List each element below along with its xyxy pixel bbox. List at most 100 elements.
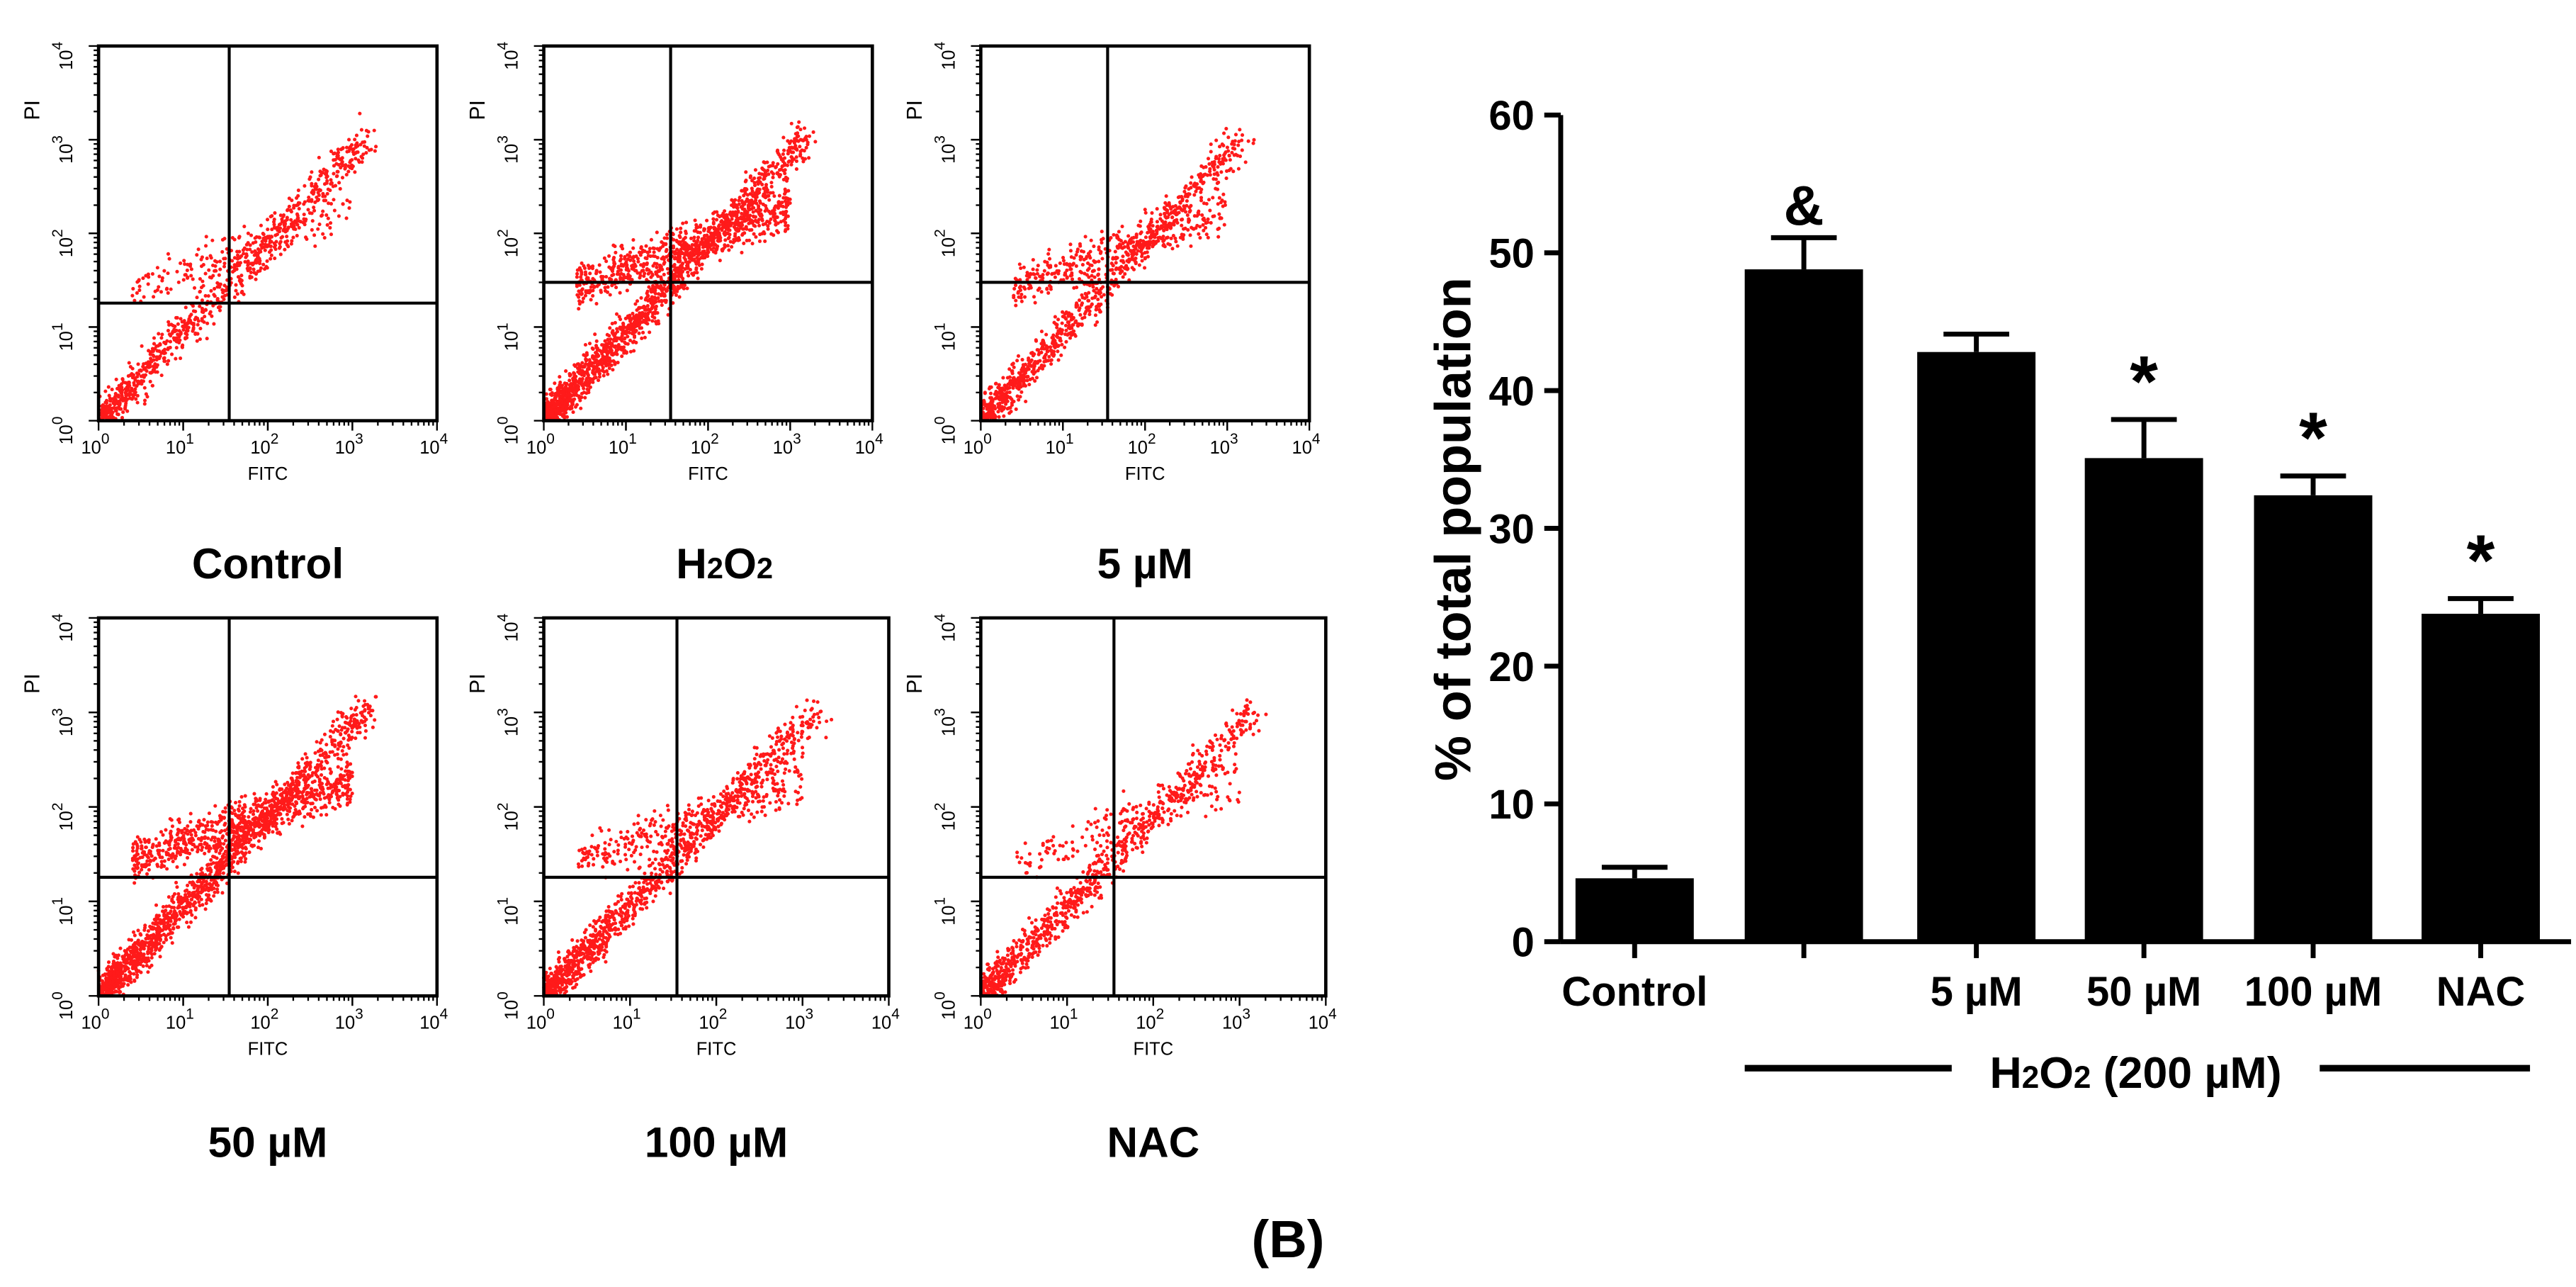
y-tick-label: 103	[932, 135, 959, 164]
scatter-dot	[200, 317, 204, 320]
y-tick-exponent: 2	[495, 229, 512, 237]
scatter-dot	[1090, 264, 1094, 267]
scatter-dot	[665, 255, 668, 259]
scatter-dot	[696, 236, 700, 240]
scatter-dot	[567, 372, 571, 376]
scatter-dot	[740, 251, 743, 254]
scatter-dot	[653, 250, 656, 254]
scatter-dot	[752, 210, 755, 214]
scatter-dot	[629, 318, 633, 322]
scatter-dot	[603, 257, 606, 260]
scatter-dot	[295, 196, 298, 200]
scatter-dot	[339, 166, 342, 169]
scatter-dot	[1097, 308, 1101, 312]
scatter-dot	[662, 293, 666, 296]
scatter-dot	[604, 259, 608, 263]
y-tick-label: 102	[495, 229, 522, 257]
scatter-dot	[618, 317, 622, 321]
scatter-dot	[790, 156, 793, 159]
scatter-dot	[682, 256, 686, 259]
scatter-dot	[771, 209, 774, 213]
scatter-dot	[1202, 217, 1206, 220]
scatter-dot	[732, 240, 735, 244]
scatter-dot	[212, 894, 215, 898]
scatter-dot	[175, 270, 179, 274]
x-tick-label: 104	[419, 431, 448, 458]
scatter-dot	[553, 381, 556, 385]
scatter-dot	[625, 268, 628, 271]
scatter-dot	[1199, 164, 1203, 168]
scatter-dot	[812, 130, 815, 134]
scatter-dot	[191, 304, 195, 308]
scatter-dot	[738, 196, 742, 199]
scatter-dot	[111, 388, 114, 391]
scatter-dot	[764, 209, 767, 213]
scatter-dot	[638, 311, 641, 315]
scatter-dot	[354, 695, 357, 698]
scatter-dot	[745, 187, 748, 191]
scatter-dot	[1212, 214, 1216, 218]
scatter-dot	[571, 399, 575, 403]
scatter-dot	[1205, 232, 1209, 236]
scatter-dot	[762, 203, 765, 206]
scatter-dot	[1149, 220, 1153, 223]
scatter-dot	[1170, 215, 1174, 219]
scatter-dot	[162, 359, 166, 363]
scatter-dot	[1080, 293, 1083, 297]
scatter-dot	[1207, 162, 1211, 166]
scatter-dot	[709, 225, 713, 229]
scatter-dot	[162, 341, 166, 344]
scatter-dot	[212, 322, 215, 326]
scatter-dot	[237, 236, 241, 240]
scatter-dot	[345, 150, 349, 153]
scatter-dot	[1156, 225, 1159, 228]
scatter-dot	[631, 247, 635, 250]
scatter-dot	[1087, 291, 1090, 295]
y-tick-exponent: 2	[932, 229, 948, 237]
scatter-dot	[313, 245, 317, 248]
scatter-dot	[620, 354, 623, 358]
scatter-dot	[718, 215, 721, 218]
scatter-dot	[193, 310, 197, 313]
scatter-dot	[644, 257, 648, 260]
scatter-dot	[1058, 327, 1062, 331]
scatter-dot	[677, 275, 680, 279]
scatter-dot	[608, 326, 611, 330]
scatter-dot	[373, 150, 377, 153]
scatter-dot	[205, 235, 208, 238]
scatter-dot	[574, 390, 577, 394]
scatter-dot	[1234, 133, 1238, 136]
scatter-dot	[789, 140, 793, 143]
scatter-dot	[210, 256, 213, 259]
scatter-dot	[1043, 260, 1046, 264]
scatter-dot	[604, 349, 607, 353]
scatter-dot	[236, 292, 239, 296]
scatter-dot	[796, 125, 799, 129]
scatter-dot	[646, 304, 650, 308]
scatter-dot	[587, 266, 591, 270]
scatter-dot	[574, 375, 577, 378]
scatter-dot	[327, 217, 330, 220]
scatter-dot	[733, 234, 737, 237]
scatter-dot	[131, 393, 135, 396]
scatter-dot	[1085, 308, 1089, 311]
scatter-dot	[181, 344, 184, 347]
scatter-dot	[565, 382, 568, 386]
scatter-dot	[747, 239, 751, 242]
scatter-dot	[323, 236, 327, 240]
scatter-dot	[679, 227, 682, 230]
scatter-dot	[1216, 173, 1219, 176]
scatter-dot	[176, 338, 179, 342]
scatter-dot	[1231, 169, 1235, 173]
scatter-dot	[213, 287, 216, 291]
scatter-dot	[1156, 220, 1159, 223]
scatter-dot	[332, 198, 335, 201]
scatter-dot	[655, 305, 658, 308]
scatter-dot	[329, 181, 333, 185]
scatter-dot	[1173, 220, 1176, 223]
scatter-dot	[204, 272, 208, 276]
scatter-dot	[166, 362, 169, 366]
scatter-dot	[1174, 240, 1177, 243]
scatter-dot	[585, 277, 589, 281]
scatter-dot	[606, 286, 609, 289]
